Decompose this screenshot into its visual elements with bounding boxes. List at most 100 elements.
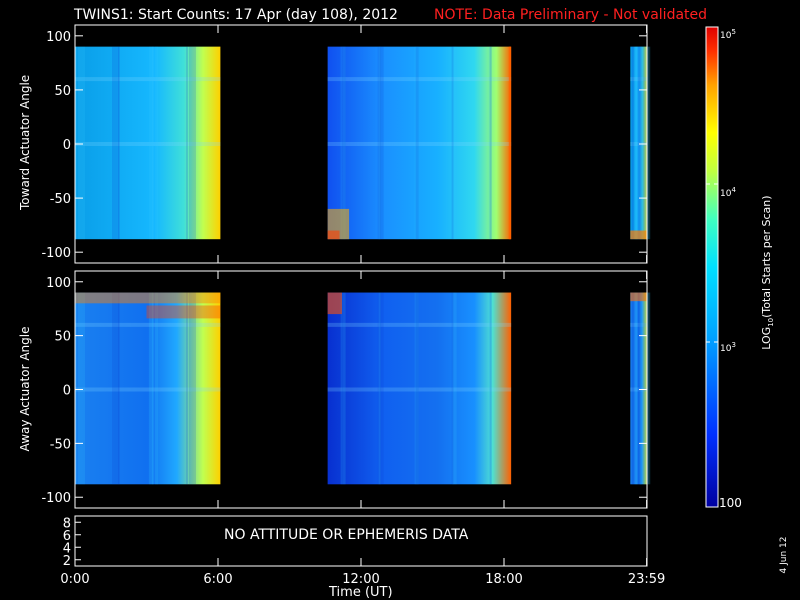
panel1-streak xyxy=(152,46,154,240)
panel1-data-block-2 xyxy=(327,46,512,240)
chart-title: TWINS1: Start Counts: 17 Apr (day 108), … xyxy=(74,7,398,23)
panel2-streak xyxy=(112,292,115,485)
panel2-streak xyxy=(340,292,343,485)
bottom-panel-y-label: Away Actuator Angle xyxy=(18,326,32,452)
panel2-streak xyxy=(488,292,492,485)
x-axis-label: Time (UT) xyxy=(329,585,393,600)
panel2-ytick-label: 50 xyxy=(54,330,71,345)
panel1-streak xyxy=(155,46,158,240)
panel1-hotspot-end xyxy=(630,230,647,240)
panel2-streak xyxy=(118,292,120,485)
x-tick-label: 0:00 xyxy=(60,572,89,587)
panel1-ytick-label: 50 xyxy=(54,84,71,99)
top-panel-y-label: Toward Actuator Angle xyxy=(18,74,32,210)
panel1-streak xyxy=(112,46,115,240)
panel1-band xyxy=(75,142,221,146)
colorbar xyxy=(705,26,719,508)
x-tick-label: 18:00 xyxy=(485,572,522,587)
panel2-streak xyxy=(377,292,381,485)
panel1-streak xyxy=(637,46,642,240)
panel1-hotspot-late xyxy=(508,46,512,240)
colorbar-tick-1e3: 103 xyxy=(720,341,736,354)
panel1-ytick-label: 100 xyxy=(46,30,71,45)
panel1-streak xyxy=(642,46,646,240)
panel1-band xyxy=(630,142,647,146)
panel1-streak xyxy=(342,46,346,240)
colorbar-tick-1e5: 105 xyxy=(720,28,736,41)
panel2-streak xyxy=(632,292,635,485)
panel2-streak xyxy=(155,292,158,485)
panel2-streak xyxy=(186,292,188,485)
panel2-streak xyxy=(640,292,643,485)
date-stamp: 4 Jun 12 xyxy=(779,536,789,574)
panel1-data-block-1 xyxy=(75,46,221,240)
panel2-band xyxy=(75,322,221,327)
panel1-streak xyxy=(488,46,492,240)
panel1-streak xyxy=(378,46,381,240)
panel1-streak xyxy=(149,46,153,240)
panel2-ytick-label: -50 xyxy=(50,437,71,452)
status-ytick-label: 2 xyxy=(63,554,71,569)
panel1-streak xyxy=(115,46,119,240)
panel1-ytick-label: -100 xyxy=(41,246,71,261)
panel2-streak xyxy=(81,292,85,485)
panel1-streak xyxy=(341,46,346,240)
panel2-streak xyxy=(75,292,77,485)
panel2-ytick-label: 100 xyxy=(46,276,71,291)
panel1-streak xyxy=(643,46,647,240)
panel1-streak xyxy=(640,46,643,240)
panel2-streak xyxy=(78,292,81,485)
panel1-streak xyxy=(632,46,635,240)
colorbar-label: LOG10(Total Starts per Scan) xyxy=(759,195,776,350)
panel2-streak xyxy=(452,292,457,485)
panel1-streak xyxy=(634,46,638,240)
panel2-streak xyxy=(638,292,643,485)
panel2-streak xyxy=(149,292,153,485)
panel2-streak xyxy=(634,292,638,485)
panel2-streak xyxy=(189,292,192,485)
preliminary-note: NOTE: Data Preliminary - Not validated xyxy=(434,7,708,23)
panel2-streak xyxy=(341,292,346,485)
panel1-streak xyxy=(415,46,419,240)
panel1-streak xyxy=(379,46,384,240)
panel1-streak xyxy=(646,46,651,240)
panel1-streak xyxy=(489,46,492,240)
panel1-streak xyxy=(377,46,381,240)
status-ytick-label: 4 xyxy=(63,541,71,556)
panel1-band xyxy=(327,142,512,146)
panel1-streak xyxy=(81,46,85,240)
panel2-streak xyxy=(637,292,642,485)
panel1-band xyxy=(327,77,512,82)
panel1-ytick-label: 0 xyxy=(63,138,71,153)
panel1-streak xyxy=(451,46,454,240)
colorbar-tick-100: 100 xyxy=(719,496,742,510)
panel1-ytick-label: -50 xyxy=(50,192,71,207)
panel1-hotspot-edge xyxy=(327,230,340,240)
panel2-streak xyxy=(631,292,634,485)
panel1-band xyxy=(630,77,647,82)
panel2-ytick-label: -100 xyxy=(41,491,71,506)
panel2-data-block-1 xyxy=(75,292,221,485)
panel1-streak xyxy=(340,46,343,240)
panel1-streak xyxy=(192,46,196,240)
panel1-streak xyxy=(186,46,188,240)
panel2-band xyxy=(630,387,647,392)
panel2-band xyxy=(630,322,647,327)
panel2-band xyxy=(327,387,512,392)
panel1-streak xyxy=(118,46,120,240)
panel2-streak xyxy=(639,292,642,485)
panel2-hotspot-end xyxy=(630,292,647,302)
panel2-streak xyxy=(451,292,454,485)
panel1-streak xyxy=(78,46,81,240)
status-ytick-label: 6 xyxy=(63,529,71,544)
status-ytick-label: 8 xyxy=(63,516,71,531)
panel1-streak xyxy=(639,46,642,240)
panel1-streak xyxy=(635,46,639,240)
panel2-streak xyxy=(635,292,639,485)
panel1-streak xyxy=(631,46,634,240)
panel2-data-block-3 xyxy=(630,292,647,485)
panel2-streak xyxy=(115,292,119,485)
no-data-message: NO ATTITUDE OR EPHEMERIS DATA xyxy=(224,527,469,543)
panel2-streak xyxy=(415,292,419,485)
